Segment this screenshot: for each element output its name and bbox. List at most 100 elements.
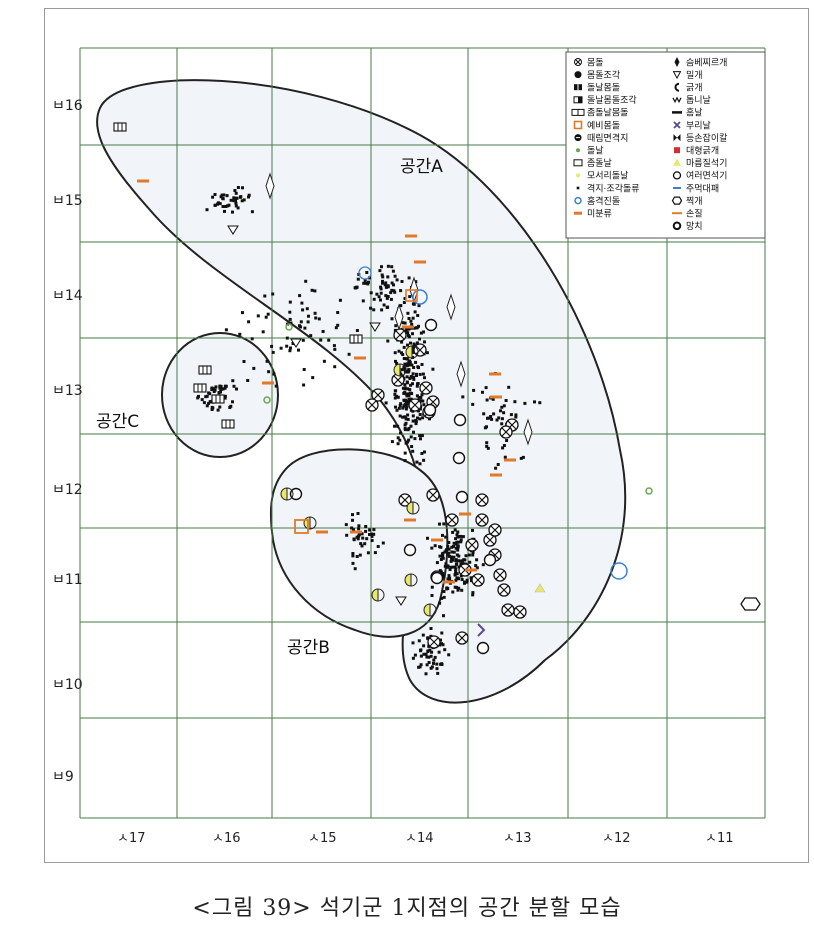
flake-dot: [357, 533, 361, 537]
flake-dot: [362, 281, 366, 285]
flake-dot: [407, 369, 411, 373]
y-tick-label: ㅂ12: [52, 482, 83, 498]
flake-dot: [442, 614, 445, 618]
flake-dot: [419, 399, 423, 403]
core-marker: [367, 400, 377, 410]
flake-dot: [399, 289, 403, 293]
flake-dot: [364, 281, 368, 285]
flake-dot: [208, 392, 212, 396]
flake-dot: [390, 281, 394, 285]
flake-dot: [452, 541, 456, 545]
flake-dot: [471, 402, 475, 406]
flake-dot: [471, 593, 475, 597]
flake-dot: [393, 274, 397, 278]
flake-dot: [390, 265, 394, 269]
flake-dot: [420, 393, 424, 397]
legend-label: 때림면격지: [587, 132, 628, 144]
flake-dot: [474, 564, 478, 568]
flake-dot: [406, 343, 409, 347]
flake-dot: [472, 388, 476, 392]
flake-dot: [378, 269, 382, 273]
dash-marker: [404, 518, 416, 522]
flake-dot: [418, 337, 421, 341]
flake-dot: [410, 363, 414, 367]
flake-dot: [224, 328, 228, 332]
flake-dot: [417, 395, 421, 399]
flake-dot: [415, 384, 419, 388]
flake-dot: [403, 428, 407, 432]
flake-dot: [452, 550, 456, 554]
red-square-icon: [674, 147, 680, 154]
flake-dot: [456, 530, 460, 534]
flake-dot: [400, 351, 403, 355]
x-tick-label: ㅅ14: [405, 831, 434, 846]
flake-dot: [418, 413, 422, 416]
flake-dot: [401, 321, 405, 325]
flake-dot: [236, 186, 240, 189]
flake-dot: [430, 594, 434, 597]
flake-dot: [279, 346, 283, 350]
flake-dot: [411, 332, 414, 336]
flake-dot: [220, 387, 224, 391]
flake-dot: [442, 590, 446, 593]
core-marker: [467, 540, 477, 550]
flake-dot: [403, 415, 407, 419]
legend-label: 미분류: [587, 209, 612, 220]
flake-dot: [406, 327, 410, 331]
x-tick-label: ㅅ13: [503, 831, 532, 846]
point-marker: [523, 418, 533, 446]
flake-dot: [439, 662, 443, 666]
blade-core-marker: [349, 334, 363, 344]
flake-dot: [297, 348, 300, 352]
flake-dot: [453, 528, 457, 532]
flake-dot: [403, 321, 407, 325]
flake-dot: [413, 653, 417, 657]
flake-dot: [411, 414, 415, 418]
flake-dot: [419, 663, 423, 667]
flake-dot: [459, 534, 463, 538]
space-c-label: 공간C: [96, 412, 139, 432]
flake-dot: [392, 289, 396, 293]
flake-dot: [451, 565, 455, 569]
flake-dot: [459, 538, 463, 542]
flake-dot: [333, 347, 337, 351]
flake-dot: [461, 535, 465, 539]
flake-dot: [395, 361, 399, 365]
flake-dot: [234, 201, 238, 205]
flake-dot: [351, 513, 354, 517]
flake-dot: [210, 408, 214, 411]
flake-dot: [332, 344, 336, 348]
flake-dot: [457, 559, 460, 563]
flake-dot: [412, 302, 416, 306]
flake-dot: [380, 273, 384, 277]
flake-dot: [514, 413, 518, 417]
flake-dot: [211, 195, 215, 199]
flake-dot: [409, 341, 412, 345]
flake-dot: [502, 444, 506, 447]
flake-dot: [386, 305, 390, 309]
flake-dot: [412, 375, 416, 379]
core-marker: [501, 427, 511, 437]
y-tick-labels: ㅂ16 ㅂ15 ㅂ14 ㅂ13 ㅂ12 ㅂ11 ㅂ10 ㅂ9: [52, 98, 83, 785]
flake-dot: [406, 334, 410, 337]
flake-dot: [427, 661, 431, 664]
core-marker: [428, 490, 438, 500]
flake-dot: [422, 403, 426, 407]
flake-dot: [394, 359, 397, 363]
flake-dot: [491, 397, 495, 401]
flake-dot: [306, 320, 310, 324]
flake-dot: [365, 271, 369, 274]
flake-dot: [213, 388, 217, 392]
flake-dot: [301, 338, 305, 342]
flake-dot: [386, 284, 390, 288]
flake-dot: [379, 291, 383, 295]
flake-dot: [407, 394, 411, 398]
orange-line-icon: [672, 212, 682, 215]
flake-dot: [234, 198, 237, 202]
flake-dot: [223, 209, 226, 213]
flake-dot: [455, 576, 459, 580]
legend-label: 망치: [686, 220, 703, 232]
flake-dot: [334, 326, 338, 330]
flake-dot: [407, 438, 411, 442]
